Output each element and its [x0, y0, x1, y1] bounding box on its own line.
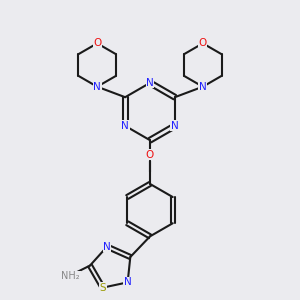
- Text: O: O: [199, 38, 207, 48]
- Text: O: O: [93, 38, 101, 48]
- Text: N: N: [124, 277, 131, 287]
- Text: N: N: [93, 82, 101, 92]
- Text: NH₂: NH₂: [61, 271, 80, 281]
- Text: N: N: [199, 82, 207, 92]
- Text: N: N: [146, 78, 154, 88]
- Text: N: N: [121, 121, 129, 131]
- Text: N: N: [103, 242, 111, 252]
- Text: O: O: [146, 150, 154, 160]
- Text: N: N: [171, 121, 179, 131]
- Text: S: S: [99, 283, 106, 292]
